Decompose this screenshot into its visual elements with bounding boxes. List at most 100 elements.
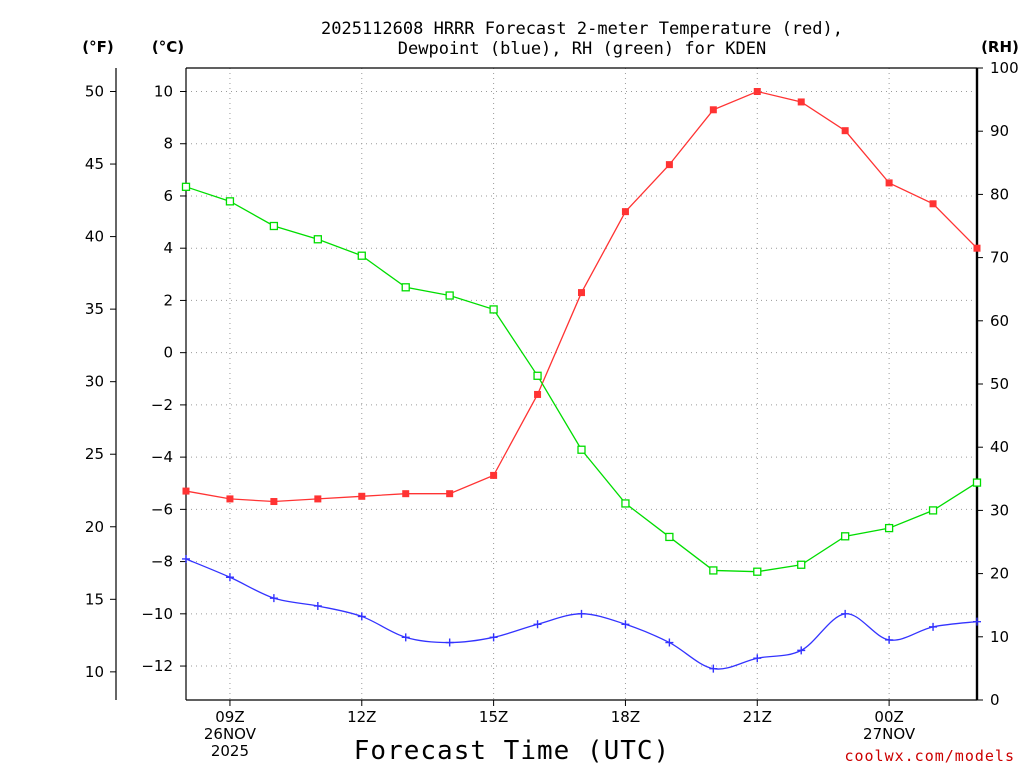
rh-point [445,291,454,300]
temperature-point [270,498,278,506]
series-dewpoint [182,554,981,673]
temperature-point [314,495,322,503]
dewpoint-point [841,609,850,618]
rh-tick-label: 50 [990,375,1009,393]
fahrenheit-tick-label: 20 [85,518,104,536]
celsius-tick-label: 10 [154,83,173,101]
dewpoint-point [577,609,586,618]
rh-tick-label: 90 [990,122,1009,140]
dewpoint-point [182,554,190,563]
celsius-tick-label: −4 [151,448,173,466]
rh-tick-label: 10 [990,628,1009,646]
x-tick-label: 26NOV [204,725,257,743]
fahrenheit-tick-label: 35 [85,300,104,318]
dewpoint-point [665,638,674,647]
celsius-tick-label: 6 [163,187,173,205]
rh-point [884,523,894,533]
chart-title-line2: Dewpoint (blue), RH (green) for KDEN [398,39,766,59]
rh-point [709,566,718,575]
rh-point [489,305,498,314]
dewpoint-point [709,664,718,673]
fahrenheit-tick-label: 10 [85,663,104,681]
x-tick-label: 2025 [211,742,249,760]
temperature-point [534,390,542,398]
rh-unit-label: (RH) [981,38,1019,56]
dewpoint-point [269,594,278,603]
temperature-point [182,487,190,495]
rh-point [972,478,982,487]
dewpoint-point [225,573,234,582]
x-tick-label: 27NOV [863,725,916,743]
temperature-point [446,490,454,498]
temperature-point [885,179,893,187]
x-tick-label: 09Z [215,708,244,726]
celsius-tick-label: −6 [151,500,173,518]
rh-tick-label: 0 [990,691,1000,709]
rh-line [185,186,978,573]
rh-tick-label: 40 [990,438,1009,456]
dewpoint-point [885,635,894,644]
dewpoint-point [313,601,322,610]
rh-tick-label: 80 [990,185,1009,203]
rh-point [225,197,235,206]
axes: 1086420−2−4−6−8−10−125045403530252015101… [85,59,1019,760]
rh-tick-label: 70 [990,249,1009,267]
fahrenheit-tick-label: 45 [85,155,104,173]
rh-point [577,445,586,454]
dewpoint-point [973,617,981,626]
rh-point [357,251,366,260]
grid [186,68,977,700]
celsius-tick-label: 4 [163,239,173,257]
temperature-point [753,88,761,96]
rh-point [313,235,322,244]
temperature-point [490,471,498,479]
celsius-tick-label: −8 [151,553,173,571]
temperature-point [358,492,366,500]
temperature-point [841,127,849,135]
fahrenheit-tick-label: 25 [85,445,104,463]
x-tick-label: 12Z [347,708,376,726]
fahrenheit-unit-label: (°F) [82,38,113,56]
series-rh [181,182,982,576]
rh-tick-label: 30 [990,501,1009,519]
x-tick-label: 00Z [874,708,903,726]
temperature-point [973,244,981,252]
dewpoint-point [357,612,366,621]
temperature-line [185,90,978,503]
fahrenheit-tick-label: 40 [85,228,104,246]
celsius-unit-label: (°C) [152,38,184,56]
rh-point [181,182,191,191]
celsius-tick-label: −12 [141,657,173,675]
dewpoint-point [489,633,498,642]
temperature-point [578,289,585,297]
temperature-point [402,490,410,498]
rh-tick-label: 20 [990,565,1009,583]
temperature-point [929,200,937,208]
rh-point [665,532,674,542]
celsius-tick-label: 2 [163,291,173,309]
x-axis-label: Forecast Time (UTC) [354,736,670,766]
dewpoint-point [753,654,762,663]
series-temperature [182,88,981,506]
rh-point [269,221,279,231]
x-tick-label: 15Z [479,708,508,726]
fahrenheit-tick-label: 50 [85,83,104,101]
fahrenheit-tick-label: 30 [85,373,104,391]
credit-text: coolwx.com/models [844,747,1015,765]
series [181,88,982,673]
temperature-point [226,495,234,503]
rh-point [401,283,410,292]
rh-point [753,567,762,576]
dewpoint-point [445,638,454,647]
rh-point [621,499,630,508]
temperature-point [665,161,673,169]
temperature-point [709,106,717,114]
celsius-tick-label: 8 [163,135,173,153]
rh-tick-label: 60 [990,312,1009,330]
dewpoint-point [929,622,938,631]
dewpoint-point [621,620,630,629]
rh-point [928,506,938,515]
celsius-tick-label: 0 [163,344,173,362]
temperature-point [797,98,805,106]
